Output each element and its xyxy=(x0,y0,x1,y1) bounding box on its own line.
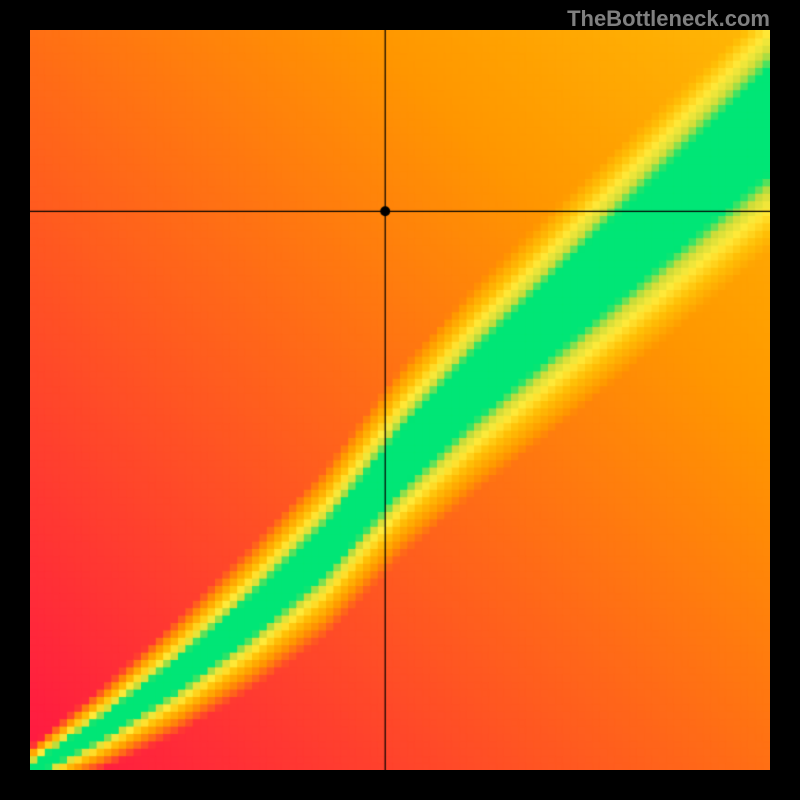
bottleneck-heatmap xyxy=(30,30,770,770)
heatmap-canvas xyxy=(30,30,770,770)
watermark-text: TheBottleneck.com xyxy=(567,6,770,32)
